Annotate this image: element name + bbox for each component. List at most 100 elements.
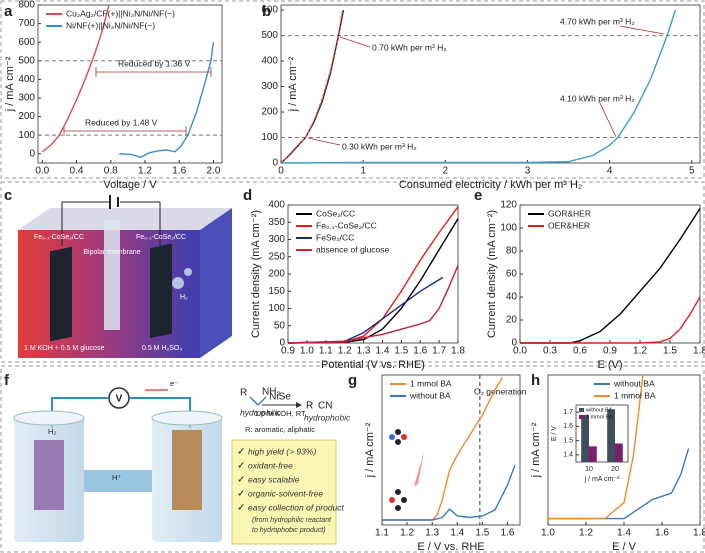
plot-frame bbox=[381, 374, 521, 526]
y-tick-label: 1.5 bbox=[563, 437, 573, 444]
electrolyte-label: 0.5 M H₂SO₄ bbox=[142, 345, 182, 352]
benefit: easy collection of product bbox=[248, 502, 345, 512]
series-line bbox=[287, 218, 459, 344]
y-tick-label: 0 bbox=[29, 148, 35, 159]
x-tick-label: 1.4 bbox=[375, 346, 389, 357]
y-tick-label: 100 bbox=[500, 223, 517, 234]
benefit: high yield (> 93%) bbox=[248, 446, 316, 456]
panel-label: f bbox=[4, 372, 10, 389]
bar bbox=[581, 414, 589, 462]
x-tick-label: 1.5 bbox=[663, 346, 677, 357]
y-tick-label: 200 bbox=[18, 111, 35, 122]
series-line bbox=[520, 296, 701, 344]
legend-label: Ni/NF(+)||Ni₃N/Ni/NF(−) bbox=[66, 20, 155, 30]
y-tick-label: 100 bbox=[268, 303, 285, 314]
y-tick-label: 20 bbox=[506, 315, 518, 326]
cell-illustration bbox=[18, 195, 232, 358]
bar bbox=[607, 409, 615, 462]
electrode-label: Fe₀.₁-CoSe₂/CC bbox=[34, 234, 84, 241]
x-tick-label: 4 bbox=[607, 166, 613, 177]
molecule-sketch bbox=[389, 429, 424, 511]
x-tick-label: 1.5 bbox=[475, 528, 489, 539]
y-tick-label: 0 bbox=[272, 158, 278, 169]
svg-text:✓: ✓ bbox=[237, 475, 245, 486]
x-tick-label: 1 bbox=[360, 166, 366, 177]
benefit-note: to hydrophobic product) bbox=[252, 527, 326, 534]
meter-label: V bbox=[116, 394, 123, 405]
checkmarks: ✓ ✓ ✓ ✓ ✓ bbox=[237, 447, 245, 514]
legend-label: 1 mmol BA bbox=[410, 378, 452, 388]
series-line bbox=[119, 42, 215, 159]
reactant-group: NH₂ bbox=[262, 387, 280, 398]
annotation-arrows bbox=[63, 25, 665, 146]
y-axis-label: j / mA cm⁻² bbox=[4, 56, 16, 112]
benefit: oxidant-free bbox=[248, 460, 293, 470]
y-axis-label: Current density (mA cm⁻²) bbox=[486, 210, 498, 338]
legend-label: Fe₀.₁-CoSe₂/CC bbox=[316, 220, 377, 230]
x-tick-label: 1.7 bbox=[432, 346, 446, 357]
legend-label: 1 mmol BA bbox=[586, 414, 613, 420]
y-tick-label: 120 bbox=[500, 200, 517, 211]
x-tick-label: 10 bbox=[585, 466, 593, 473]
x-tick-label: 0 bbox=[278, 166, 284, 177]
y-axis-label: j / mA cm⁻² bbox=[530, 422, 542, 478]
y-tick-label: 400 bbox=[18, 74, 35, 85]
series-line bbox=[382, 377, 504, 521]
plot-frame bbox=[575, 404, 629, 463]
y-tick-label: 500 bbox=[18, 55, 35, 66]
x-tick-label: 1.0 bbox=[541, 528, 555, 539]
legend-label: without BA bbox=[585, 407, 613, 413]
x-tick-label: 2.0 bbox=[206, 166, 220, 177]
panel-label: h bbox=[531, 372, 540, 389]
series-line bbox=[287, 265, 459, 344]
y-tick-label: 250 bbox=[268, 251, 285, 262]
electron-label: e⁻ bbox=[170, 379, 178, 388]
legend-label: FeSe₂/CC bbox=[316, 232, 354, 242]
y-tick-label: 50 bbox=[274, 320, 286, 331]
legend-label: Cu₂Ag₂/CF(+)||Ni₃N/Ni/NF(−) bbox=[66, 8, 175, 18]
panel-label: g bbox=[348, 372, 357, 389]
legend-swatch bbox=[579, 408, 584, 412]
legend-label: GOR&HER bbox=[548, 208, 591, 218]
series-line bbox=[520, 208, 701, 344]
panel-label: a bbox=[4, 3, 13, 20]
y-axis-label: j / mA cm⁻² bbox=[364, 422, 376, 478]
y-tick-label: 300 bbox=[18, 93, 35, 104]
x-tick-label: 0.8 bbox=[104, 166, 118, 177]
y-tick-label: 350 bbox=[268, 217, 285, 228]
y-tick-label: 0 bbox=[511, 338, 517, 349]
series-line bbox=[382, 464, 516, 521]
annotation: O₂ generation bbox=[474, 386, 527, 396]
x-tick-label: 1.4 bbox=[450, 528, 464, 539]
svg-text:✓: ✓ bbox=[237, 489, 245, 500]
y-tick-label: 300 bbox=[268, 234, 285, 245]
bar bbox=[615, 443, 623, 462]
plot-frame bbox=[280, 4, 701, 164]
legend-label: absence of glucose bbox=[316, 244, 390, 254]
panel-label: c bbox=[4, 187, 12, 204]
x-tick-label: 2 bbox=[443, 166, 449, 177]
legend-label: without BA bbox=[409, 390, 451, 400]
x-axis-label: E (V) bbox=[597, 359, 622, 371]
x-tick-label: 0.0 bbox=[513, 346, 527, 357]
series-line bbox=[280, 9, 344, 164]
x-tick-label: 1.3 bbox=[425, 528, 439, 539]
reactant-r: R bbox=[240, 388, 247, 399]
electrolyzer-illustration bbox=[13, 387, 337, 545]
series-line bbox=[548, 448, 690, 520]
gas-label: H₂ bbox=[180, 294, 188, 301]
y-tick-label: 60 bbox=[506, 269, 518, 280]
x-tick-label: 1.8 bbox=[693, 528, 705, 539]
benefit: organic-solvent-free bbox=[248, 488, 323, 498]
product-r: R bbox=[306, 401, 313, 412]
x-axis-label: Voltage / V bbox=[103, 179, 157, 191]
svg-text:✓: ✓ bbox=[237, 503, 245, 514]
y-tick-label: 500 bbox=[261, 30, 278, 41]
x-tick-label: 1.6 bbox=[172, 166, 186, 177]
x-tick-label: 1.2 bbox=[633, 346, 647, 357]
reactant-note: hydrophilic bbox=[240, 407, 281, 417]
y-tick-label: 200 bbox=[268, 269, 285, 280]
x-axis-label: E / V vs. RHE bbox=[417, 541, 484, 553]
series-line bbox=[41, 4, 110, 153]
